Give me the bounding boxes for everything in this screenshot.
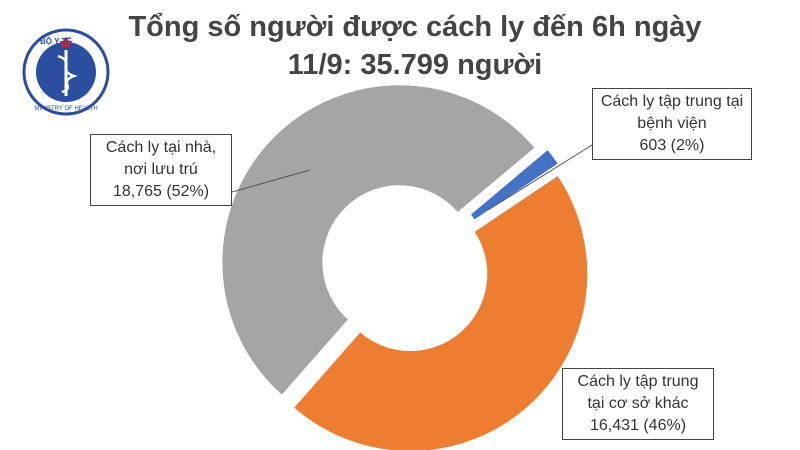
slice xyxy=(468,147,561,223)
slice xyxy=(220,83,538,398)
callout: Cách ly tập trung tại bệnh viện 603 (2%) xyxy=(592,88,752,160)
slice-label: Cách ly tập trung tại bệnh viện xyxy=(600,93,744,132)
leader-line xyxy=(487,139,601,211)
donut xyxy=(220,83,590,450)
value-label: 18,765 (52%) xyxy=(112,183,210,200)
slice-label: Cách ly tập trung tại cơ sở khác xyxy=(577,373,699,412)
value-label: 603 (2%) xyxy=(639,137,705,154)
logo-top-text: BỘ Y TẾ xyxy=(40,36,72,46)
logo-bottom-text: MINISTRY OF HEALTH xyxy=(34,106,97,112)
logo-star xyxy=(59,36,73,49)
value-label: 16,431 (46%) xyxy=(589,417,687,434)
leader-line xyxy=(231,169,311,193)
logo-snake xyxy=(57,54,78,94)
slice xyxy=(291,173,590,450)
logo: BỘ Y TẾ MINISTRY OF HEALTH xyxy=(22,28,110,116)
chart-title: Tổng số người được cách ly đến 6h ngày 1… xyxy=(128,11,702,81)
slice-label: Cách ly tại nhà, nơi lưu trú xyxy=(105,139,217,178)
callout: Cách ly tập trung tại cơ sở khác 16,431 … xyxy=(562,368,714,440)
callout: Cách ly tại nhà, nơi lưu trú 18,765 (52%… xyxy=(90,134,232,206)
